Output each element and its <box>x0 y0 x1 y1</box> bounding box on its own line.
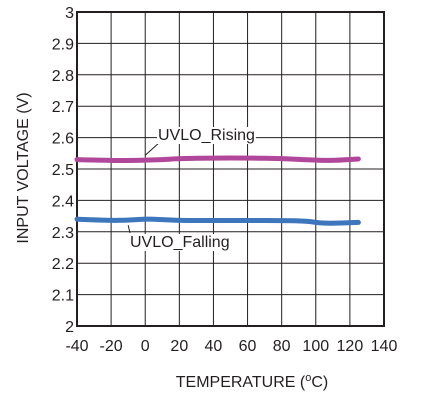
annotation-label: UVLO_Falling <box>130 234 230 251</box>
y-tick-label: 2.2 <box>52 256 74 273</box>
annotation-leader-line <box>144 141 161 156</box>
x-tick-label: 100 <box>302 338 329 355</box>
series-line-uvlo-rising <box>74 155 361 163</box>
x-tick-label: 0 <box>141 338 150 355</box>
y-axis-title: INPUT VOLTAGE (V) <box>15 92 32 243</box>
y-tick-label: 2.7 <box>52 99 74 116</box>
x-axis-title: TEMPERATURE (oC) <box>176 372 329 391</box>
x-tick-label: 140 <box>371 338 398 355</box>
y-tick-label: 2.1 <box>52 288 74 305</box>
grid <box>76 11 385 327</box>
y-tick-label: 2.6 <box>52 131 74 148</box>
x-tick-label: 60 <box>239 338 257 355</box>
annotation-layer: UVLO_Rising UVLO_Falling <box>127 127 256 251</box>
y-tick-label: 2.3 <box>52 225 74 242</box>
y-tick-label: 3 <box>65 5 74 22</box>
tick-labels: -40 -20 0 20 40 60 80 100 120 140 2 2.1 2.2 2.3 2.4 2.5… <box>52 5 398 355</box>
x-tick-label: 20 <box>170 338 188 355</box>
x-tick-label: 40 <box>205 338 223 355</box>
y-tick-label: 2 <box>65 319 74 336</box>
x-tick-label: -40 <box>65 338 88 355</box>
y-tick-label: 2.5 <box>52 162 74 179</box>
plot-frame <box>76 11 385 327</box>
degree-superscript: o <box>305 372 311 384</box>
x-tick-label: -20 <box>100 338 123 355</box>
annotation-leader-line <box>127 225 131 234</box>
y-tick-label: 2.4 <box>52 193 74 210</box>
x-tick-label: 120 <box>337 338 364 355</box>
series-layer <box>74 155 361 226</box>
x-tick-label: 80 <box>273 338 291 355</box>
y-tick-label: 2.9 <box>52 36 74 53</box>
annotation-label: UVLO_Rising <box>158 127 255 144</box>
annotation-backing <box>157 127 256 144</box>
annotation-backing <box>129 234 231 251</box>
series-line-uvlo-falling <box>74 216 361 226</box>
y-tick-label: 2.8 <box>52 68 74 85</box>
